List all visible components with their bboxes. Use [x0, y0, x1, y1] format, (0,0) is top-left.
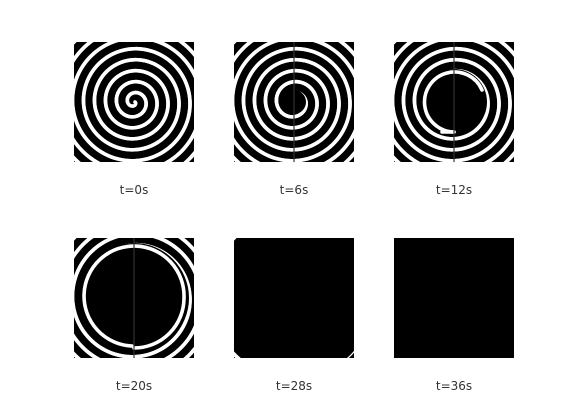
spiral-panel-6: [394, 238, 514, 358]
panel-caption-6: t=36s: [435, 379, 473, 393]
spiral-stripe: [74, 42, 194, 162]
black-core: [234, 238, 354, 358]
spiral-panel-2: [234, 42, 354, 162]
spiral-stripe: [82, 244, 186, 350]
panel-caption-2: t=6s: [279, 183, 309, 197]
spiral-stripe: [234, 42, 354, 162]
spiral-image-2: [234, 42, 354, 162]
spiral-image-4: [74, 238, 194, 358]
spiral-stripe: [422, 70, 484, 134]
spiral-image-5: [234, 238, 354, 358]
panel-caption-3: t=12s: [435, 183, 473, 197]
spiral-image-1: [74, 42, 194, 162]
spiral-panel-4: [74, 238, 194, 358]
spiral-panel-1: [74, 42, 194, 162]
spiral-image-6: [394, 238, 514, 358]
panel-caption-4: t=20s: [115, 379, 153, 393]
panel-caption-1: t=0s: [119, 183, 149, 197]
spiral-panel-3: [394, 42, 514, 162]
panel-caption-5: t=28s: [275, 379, 313, 393]
spiral-image-3: [394, 42, 514, 162]
spiral-panel-5: [234, 238, 354, 358]
